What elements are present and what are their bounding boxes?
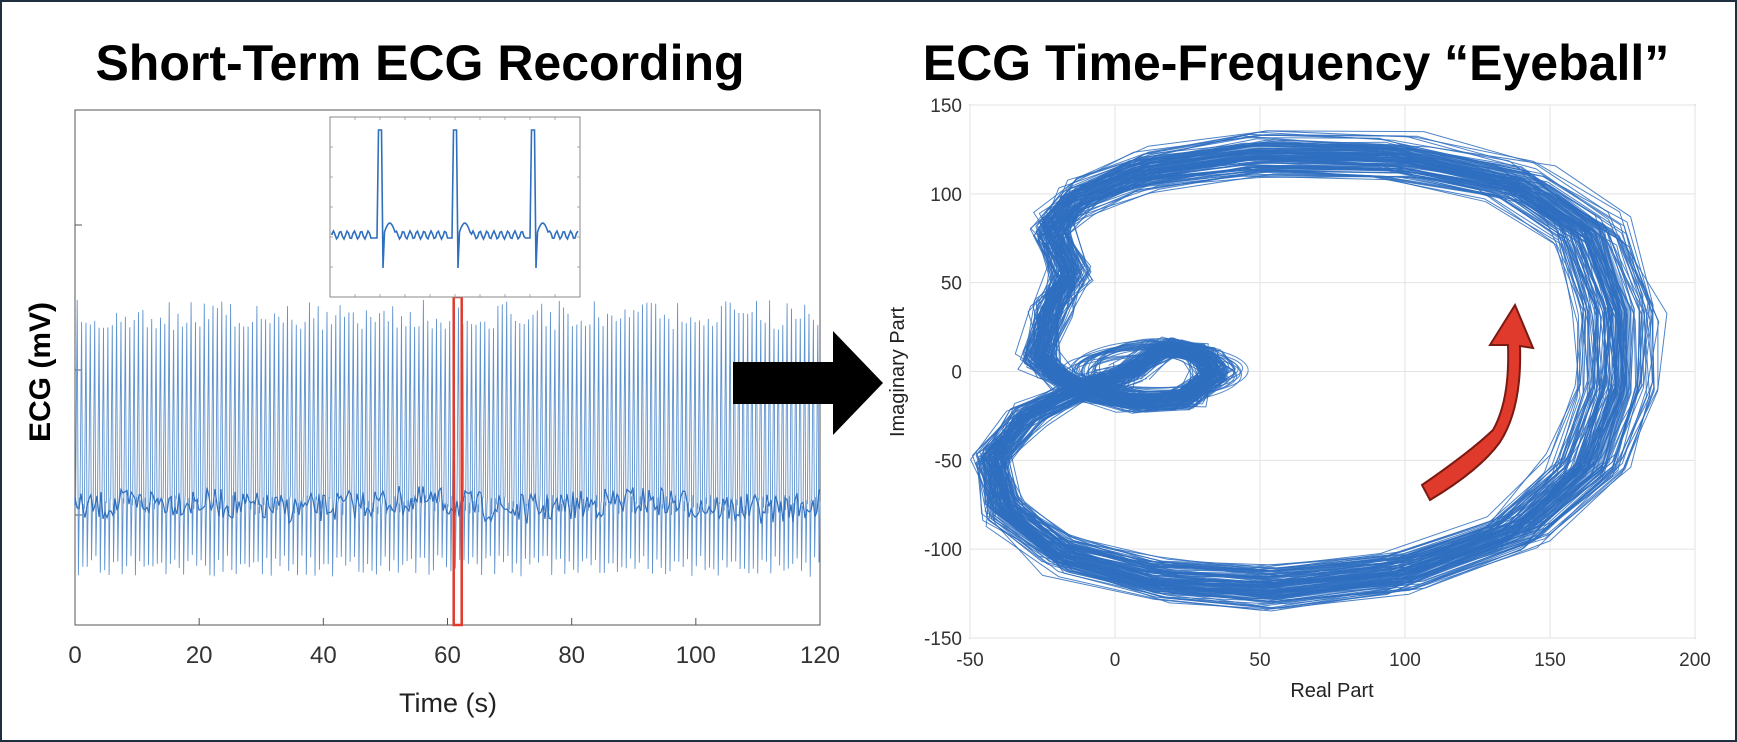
right-y-tick-label: -100 bbox=[924, 540, 962, 561]
right-y-tick-label: 0 bbox=[951, 363, 962, 384]
inner-loop bbox=[1094, 338, 1226, 404]
right-x-tick-label: -50 bbox=[956, 650, 983, 671]
right-x-tick-label: 200 bbox=[1679, 650, 1711, 671]
right-x-ticks: -50 0 50 100 150 200 bbox=[956, 650, 1711, 671]
right-x-axis-label: Real Part bbox=[1290, 680, 1374, 702]
left-x-tick-label: 20 bbox=[186, 642, 213, 669]
ecg-trace-line bbox=[74, 299, 821, 577]
right-chart-title: ECG Time-Frequency “Eyeball” bbox=[923, 35, 1670, 91]
inner-loop bbox=[1087, 347, 1208, 405]
inset-ecg-trace bbox=[331, 129, 579, 269]
inner-loop bbox=[1091, 348, 1236, 400]
inset-box bbox=[329, 116, 581, 298]
eyeball-dense-band bbox=[985, 143, 1631, 600]
eyeball-trajectory bbox=[970, 130, 1668, 612]
right-y-tick-label: -150 bbox=[924, 629, 962, 650]
left-x-tick-label: 120 bbox=[800, 642, 840, 669]
left-x-tick-label: 100 bbox=[676, 642, 716, 669]
right-y-tick-label: 100 bbox=[930, 185, 962, 206]
ecg-baseline-band bbox=[74, 486, 820, 525]
left-plot-area bbox=[74, 109, 821, 627]
left-x-tick-label: 40 bbox=[310, 642, 337, 669]
inner-loop bbox=[1094, 345, 1230, 391]
right-y-tick-label: 150 bbox=[930, 96, 962, 117]
right-y-axis-label: Imaginary Part bbox=[887, 307, 909, 437]
left-x-tick-label: 80 bbox=[558, 642, 585, 669]
left-x-tick-label: 60 bbox=[434, 642, 461, 669]
ecg-signal-trace bbox=[74, 299, 821, 577]
zoom-inset bbox=[329, 116, 581, 298]
right-y-tick-label: 50 bbox=[941, 274, 962, 295]
inner-loop bbox=[1098, 338, 1218, 398]
left-y-axis-label: ECG (mV) bbox=[24, 302, 57, 442]
transform-arrow-icon bbox=[733, 331, 883, 435]
inset-ticks bbox=[330, 117, 580, 297]
left-chart-title: Short-Term ECG Recording bbox=[95, 35, 744, 91]
right-x-tick-label: 150 bbox=[1534, 650, 1566, 671]
right-x-tick-label: 50 bbox=[1249, 650, 1270, 671]
inner-loop bbox=[1081, 342, 1228, 401]
right-x-tick-label: 100 bbox=[1389, 650, 1421, 671]
direction-arrow-icon bbox=[1420, 302, 1535, 502]
left-x-axis-label: Time (s) bbox=[399, 688, 497, 718]
left-x-tick-label: 0 bbox=[68, 642, 81, 669]
right-x-tick-label: 0 bbox=[1110, 650, 1121, 671]
left-x-ticks: 0 20 40 60 80 100 120 bbox=[68, 618, 840, 669]
right-plot-area bbox=[969, 104, 1696, 639]
right-y-ticks: 150 100 50 0 -50 -100 -150 bbox=[924, 96, 962, 650]
right-y-tick-label: -50 bbox=[935, 451, 962, 472]
